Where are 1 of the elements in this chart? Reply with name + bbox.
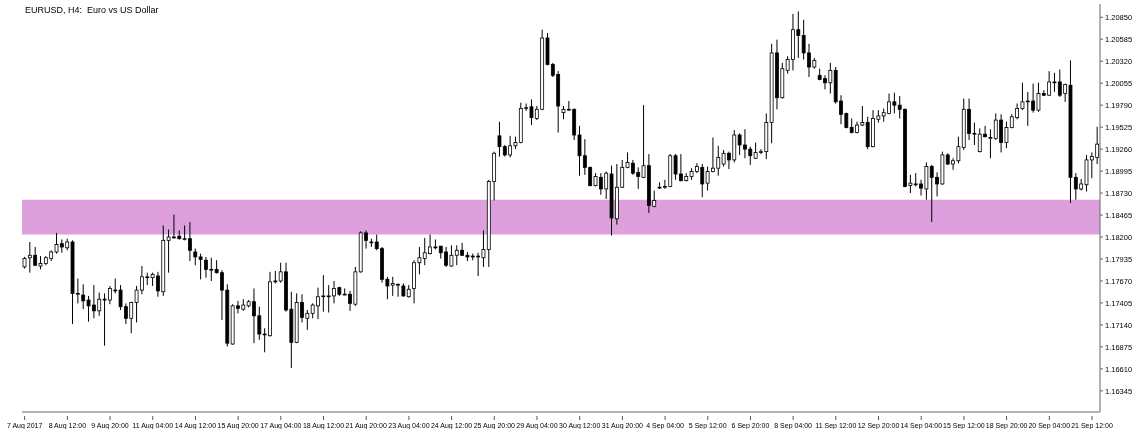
chart-title: EURUSD, H4: Euro vs US Dollar [25,5,159,15]
